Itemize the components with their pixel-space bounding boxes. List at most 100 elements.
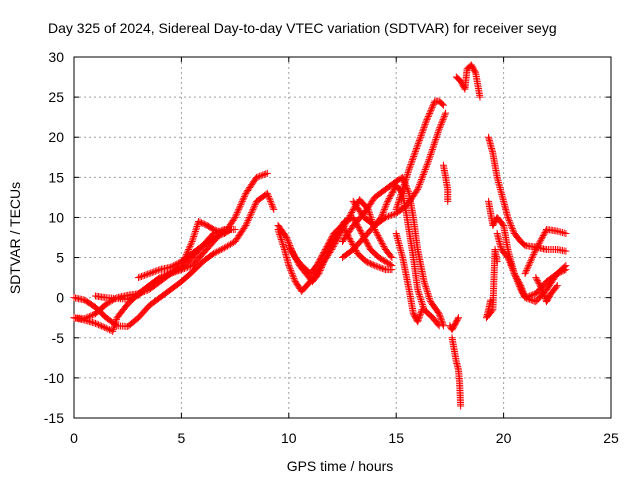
data-point <box>417 309 425 317</box>
data-point <box>323 243 331 251</box>
data-point <box>371 262 379 270</box>
data-point <box>411 148 419 156</box>
data-point <box>231 225 239 233</box>
data-point <box>408 157 416 165</box>
data-point <box>425 293 433 301</box>
data-point <box>516 280 524 288</box>
data-point <box>185 263 193 271</box>
data-point <box>147 269 155 277</box>
data-point <box>177 266 185 274</box>
data-point <box>426 296 434 304</box>
y-tick-label: -5 <box>52 330 65 346</box>
data-point <box>531 247 539 255</box>
data-point <box>409 156 417 164</box>
data-point <box>111 319 119 327</box>
data-point <box>236 202 244 210</box>
data-point <box>254 173 262 181</box>
data-point <box>365 259 373 267</box>
data-point <box>438 119 446 127</box>
data-point <box>528 255 536 263</box>
x-tick-label: 0 <box>70 430 78 446</box>
x-tick-label: 20 <box>496 430 512 446</box>
data-point <box>438 117 446 125</box>
y-tick-label: 5 <box>56 250 64 266</box>
data-point <box>324 240 332 248</box>
data-point <box>216 227 224 235</box>
data-point <box>424 289 432 297</box>
data-point <box>366 212 374 220</box>
data-point <box>439 101 447 109</box>
data-point <box>426 108 434 116</box>
data-point <box>148 268 156 276</box>
data-point <box>418 299 426 307</box>
data-point <box>110 324 118 332</box>
data-point <box>314 271 322 279</box>
data-point <box>277 234 285 242</box>
data-point <box>378 210 386 218</box>
y-tick-label: 25 <box>48 89 64 105</box>
data-point <box>245 215 253 223</box>
data-point <box>139 272 147 280</box>
data-point <box>529 252 537 260</box>
data-point <box>394 200 402 208</box>
data-point <box>322 244 330 252</box>
data-point <box>243 218 251 226</box>
data-point <box>385 212 393 220</box>
data-point <box>102 324 110 332</box>
data-point <box>192 226 200 234</box>
data-point <box>373 230 381 238</box>
data-point <box>415 313 423 321</box>
data-point <box>444 197 452 205</box>
data-point <box>388 266 396 274</box>
data-point <box>413 144 421 152</box>
data-point <box>244 217 252 225</box>
data-point <box>168 262 176 270</box>
data-point <box>257 172 265 180</box>
data-point <box>279 242 287 250</box>
data-point <box>256 172 264 180</box>
data-point <box>513 274 521 282</box>
data-point <box>379 209 387 217</box>
data-point <box>534 278 542 286</box>
data-point <box>520 291 528 299</box>
data-point <box>411 149 419 157</box>
data-point <box>355 224 363 232</box>
data-point <box>109 327 117 335</box>
data-point <box>503 252 511 260</box>
data-point <box>378 212 386 220</box>
data-point <box>530 249 538 257</box>
data-point <box>402 175 410 183</box>
data-point <box>168 269 176 277</box>
data-point <box>562 229 570 237</box>
data-point <box>421 281 429 289</box>
data-point <box>365 243 373 251</box>
data-point <box>189 234 197 242</box>
data-point <box>417 307 425 315</box>
data-point <box>286 265 294 273</box>
data-point <box>406 164 414 172</box>
data-point <box>428 105 436 113</box>
data-point <box>427 106 435 114</box>
data-point <box>317 254 325 262</box>
data-point <box>533 244 541 252</box>
data-points <box>70 61 570 410</box>
data-point <box>356 227 364 235</box>
data-point <box>506 220 514 228</box>
data-point <box>511 271 519 279</box>
data-point <box>290 251 298 259</box>
data-point <box>250 204 258 212</box>
data-point <box>213 228 221 236</box>
data-point <box>514 277 522 285</box>
data-point <box>378 255 386 263</box>
data-point <box>539 232 547 240</box>
data-point <box>414 184 422 192</box>
data-point <box>535 280 543 288</box>
data-point <box>399 184 407 192</box>
data-point <box>386 193 394 201</box>
data-point <box>377 238 385 246</box>
data-point <box>247 210 255 218</box>
data-point <box>379 241 387 249</box>
data-point <box>435 310 443 318</box>
series-track-e <box>134 225 228 282</box>
data-point <box>364 258 372 266</box>
